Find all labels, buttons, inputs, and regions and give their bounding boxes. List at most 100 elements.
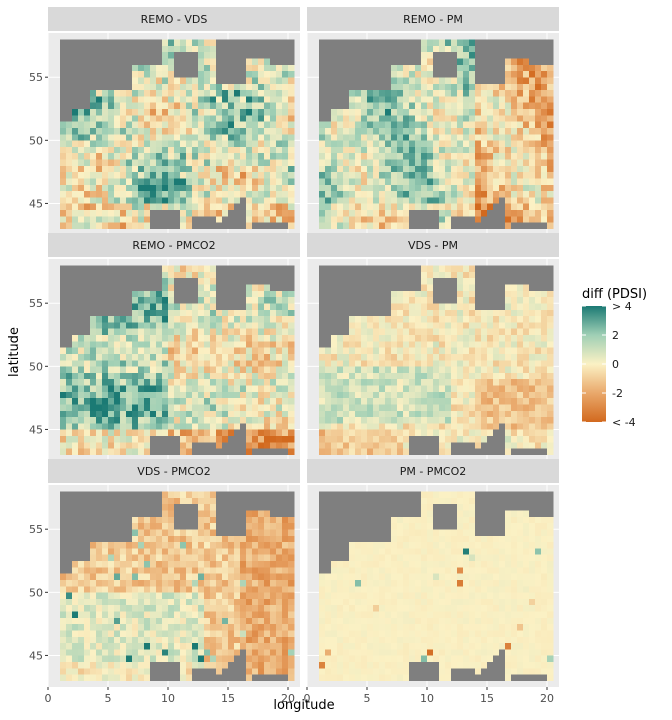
- heatmap-cell: [541, 416, 548, 424]
- heatmap-cell: [186, 334, 193, 342]
- heatmap-cell: [349, 410, 356, 418]
- heatmap-cell: [102, 134, 109, 141]
- heatmap-cell: [198, 197, 205, 204]
- heatmap-cell: [96, 159, 103, 166]
- heatmap-cell: [138, 58, 145, 65]
- heatmap-cell: [156, 178, 163, 185]
- heatmap-cell: [156, 397, 163, 405]
- heatmap-cell: [463, 404, 470, 411]
- heatmap-cell: [222, 385, 229, 392]
- heatmap-cell: [337, 203, 344, 211]
- heatmap-cell: [174, 416, 181, 424]
- heatmap-cell: [180, 378, 187, 386]
- heatmap-cell: [361, 290, 368, 298]
- heatmap-cell: [282, 296, 289, 304]
- heatmap-cell: [240, 190, 247, 198]
- heatmap-cell: [325, 271, 332, 279]
- heatmap-cell: [132, 315, 139, 323]
- heatmap-cell: [258, 203, 265, 211]
- heatmap-cell: [421, 385, 428, 392]
- heatmap-cell: [288, 96, 295, 103]
- heatmap-cell: [222, 410, 229, 418]
- heatmap-cell: [144, 429, 151, 437]
- heatmap-cell: [451, 222, 458, 229]
- heatmap-cell: [505, 152, 512, 160]
- heatmap-cell: [433, 165, 440, 173]
- heatmap-cell: [252, 372, 259, 380]
- heatmap-cell: [198, 372, 205, 380]
- heatmap-cell: [529, 366, 536, 373]
- heatmap-cell: [252, 171, 259, 179]
- heatmap-cell: [84, 184, 91, 192]
- heatmap-cell: [210, 277, 217, 285]
- heatmap-cell: [499, 315, 506, 323]
- heatmap-cell: [114, 39, 121, 46]
- heatmap-cell: [385, 341, 392, 348]
- heatmap-cell: [90, 548, 97, 555]
- heatmap-cell: [282, 58, 289, 65]
- heatmap-cell: [288, 70, 295, 78]
- heatmap-cell: [415, 102, 422, 110]
- heatmap-cell: [331, 423, 338, 430]
- heatmap-cell: [319, 165, 326, 173]
- heatmap-cell: [234, 296, 241, 304]
- heatmap-cell: [343, 448, 350, 455]
- heatmap-cell: [523, 39, 530, 46]
- heatmap-cell: [132, 108, 139, 116]
- heatmap-cell: [379, 360, 386, 367]
- heatmap-cell: [517, 134, 524, 141]
- heatmap-cell: [234, 334, 241, 342]
- heatmap-cell: [535, 372, 542, 380]
- heatmap-cell: [228, 197, 235, 204]
- heatmap-cell: [72, 115, 79, 122]
- heatmap-cell: [150, 341, 157, 348]
- heatmap-cell: [96, 491, 103, 498]
- heatmap-cell: [505, 435, 512, 443]
- heatmap-cell: [66, 410, 73, 418]
- heatmap-cell: [481, 429, 488, 437]
- heatmap-cell: [523, 64, 530, 72]
- heatmap-cell: [517, 96, 524, 103]
- heatmap-cell: [331, 448, 338, 455]
- heatmap-cell: [108, 39, 115, 46]
- heatmap-cell: [144, 45, 151, 53]
- heatmap-cell: [132, 322, 139, 329]
- heatmap-cell: [84, 303, 91, 310]
- heatmap-cell: [379, 51, 386, 59]
- heatmap-cell: [246, 51, 253, 59]
- heatmap-cell: [174, 360, 181, 367]
- heatmap-cell: [108, 529, 115, 536]
- heatmap-cell: [204, 70, 211, 78]
- heatmap-cell: [102, 573, 109, 580]
- heatmap-cell: [138, 309, 145, 317]
- heatmap-cell: [439, 296, 446, 304]
- heatmap-cell: [373, 423, 380, 430]
- heatmap-cell: [439, 184, 446, 192]
- heatmap-cell: [288, 134, 295, 141]
- heatmap-cell: [499, 222, 506, 229]
- heatmap-cell: [78, 140, 85, 147]
- heatmap-cell: [451, 360, 458, 367]
- heatmap-cell: [319, 429, 326, 437]
- heatmap-cell: [168, 271, 175, 279]
- heatmap-cell: [66, 108, 73, 116]
- heatmap-cell: [331, 102, 338, 110]
- heatmap-cell: [174, 442, 181, 449]
- heatmap-cell: [120, 360, 127, 367]
- heatmap-cell: [409, 360, 416, 367]
- heatmap-cell: [403, 89, 410, 97]
- heatmap-cell: [120, 171, 127, 179]
- heatmap-cell: [457, 404, 464, 411]
- heatmap-cell: [84, 341, 91, 348]
- heatmap-cell: [234, 102, 241, 110]
- heatmap-cell: [90, 159, 97, 166]
- heatmap-cell: [66, 303, 73, 310]
- heatmap-cell: [66, 83, 73, 91]
- heatmap-cell: [535, 391, 542, 399]
- heatmap-cell: [475, 448, 482, 455]
- heatmap-cell: [168, 77, 175, 84]
- heatmap-cell: [511, 70, 518, 78]
- heatmap-cell: [78, 579, 85, 587]
- heatmap-cell: [391, 64, 398, 72]
- heatmap-cell: [337, 366, 344, 373]
